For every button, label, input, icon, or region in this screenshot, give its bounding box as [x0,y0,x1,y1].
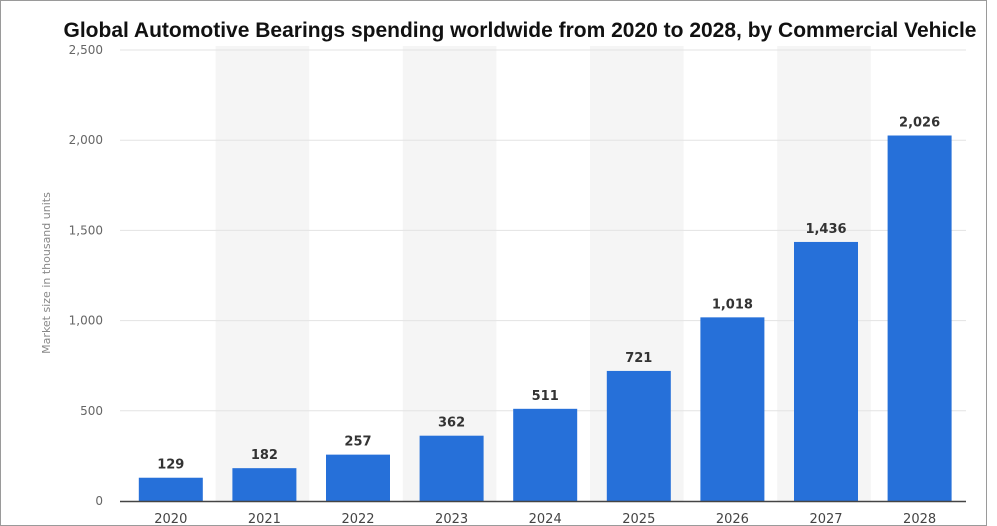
x-tick-label: 2023 [435,512,468,526]
data-label: 511 [532,389,559,404]
data-label: 721 [625,351,652,366]
data-label: 2,026 [899,116,940,131]
y-tick-label: 1,500 [69,223,103,237]
background-band [402,46,497,501]
data-label: 1,018 [712,297,753,312]
bar [700,317,765,501]
bar [794,241,858,501]
y-tick-label: 2,500 [69,43,103,57]
x-tick-label: 2027 [809,512,842,526]
bar [326,454,390,501]
data-label: 1,436 [805,222,846,237]
bar [606,370,671,501]
x-tick-label: 2025 [622,512,655,526]
x-tick-label: 2024 [529,512,562,526]
bar [887,135,952,502]
bars [138,135,952,502]
chart-title: Global Automotive Bearings spending worl… [64,19,977,42]
data-label: 362 [438,416,465,431]
bar [419,435,484,501]
y-axis-ticks: 0 500 1,000 1,500 2,000 2,500 [69,43,103,508]
x-tick-label: 2026 [716,512,749,526]
y-axis-label: Market size in thousand units [40,192,53,354]
y-tick-label: 0 [95,494,103,508]
bar [232,468,297,501]
y-tick-label: 500 [80,404,103,418]
x-tick-label: 2020 [154,512,187,526]
background-band [215,46,310,501]
x-tick-label: 2022 [341,512,374,526]
data-labels: 129 182 257 362 511 721 1,018 1,436 2,026 [157,116,940,473]
y-tick-label: 2,000 [69,133,103,147]
data-label: 129 [157,458,184,473]
x-axis-ticks: 2020 2021 2022 2023 2024 2025 2026 2027 2028 [154,512,936,526]
data-label: 257 [344,435,371,450]
x-tick-label: 2028 [903,512,936,526]
y-tick-label: 1,000 [69,314,103,328]
data-label: 182 [251,448,278,463]
x-tick-label: 2021 [248,512,281,526]
bar [513,408,578,501]
bar [138,477,203,501]
